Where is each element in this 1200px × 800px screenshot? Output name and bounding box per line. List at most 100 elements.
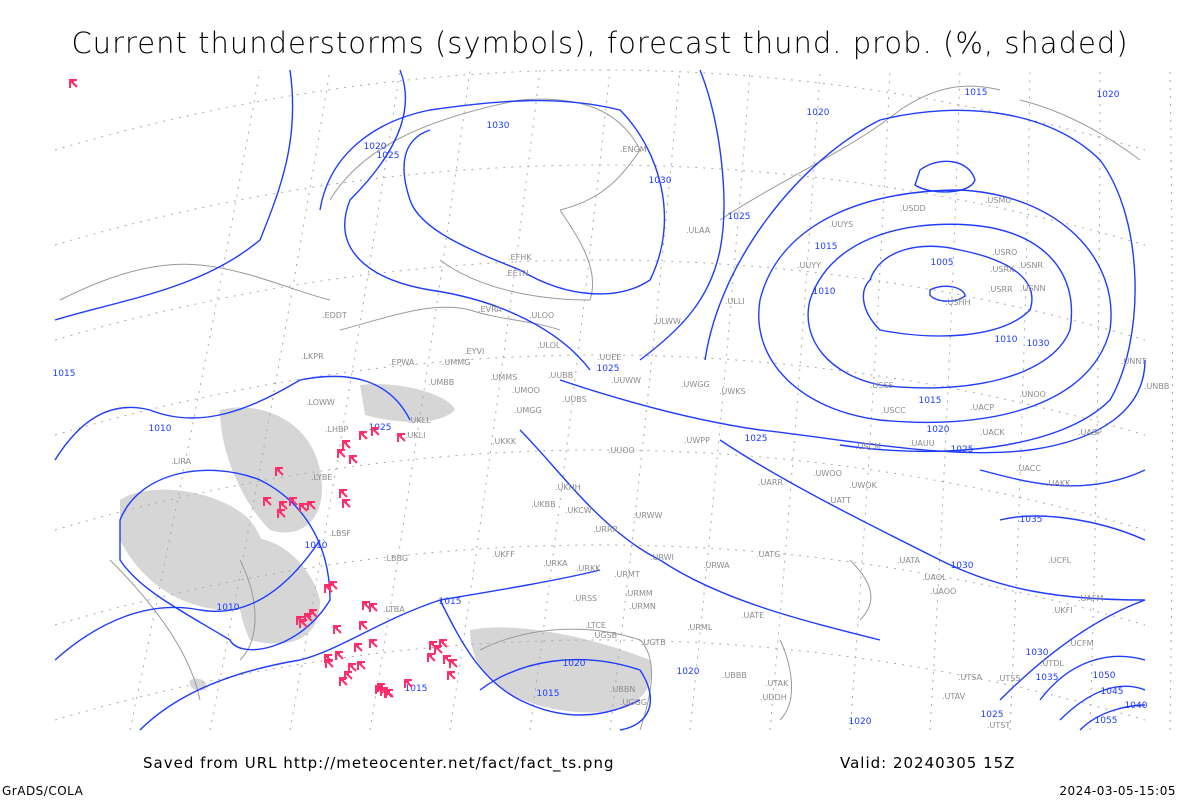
station-label: .ENGM: [620, 145, 647, 154]
thunderstorm-symbol-icon: [337, 449, 346, 458]
thunderstorm-symbol-icon: [449, 659, 458, 668]
station-label: .UGTB: [641, 638, 666, 647]
station-label: .UMMG: [442, 358, 470, 367]
station-label: .UACC: [1016, 464, 1041, 473]
station-label: .UUEE: [597, 353, 621, 362]
thunderstorm-symbol-icon: [371, 427, 380, 436]
coastline: [439, 209, 594, 301]
station-label: .UGSB: [592, 631, 617, 640]
meridian-line: [1169, 69, 1173, 731]
thunderstorm-symbol-icon: [339, 489, 348, 498]
isobar-line: [1039, 655, 1146, 731]
isobar-line: [559, 359, 1146, 454]
station-label: .LIRA: [171, 457, 192, 466]
thunderstorm-symbol-icon: [342, 440, 351, 449]
coastline: [109, 559, 256, 701]
isobar-label: 1020: [677, 667, 700, 677]
station-label: .UTSS: [997, 674, 1020, 683]
thunderstorm-symbol-icon: [325, 659, 334, 668]
station-label: .UTAK: [765, 679, 789, 688]
station-label: .UNOO: [1019, 390, 1046, 399]
isobar-line: [862, 245, 1033, 337]
coastline: [779, 559, 872, 721]
isobar-label: 1040: [1125, 701, 1148, 711]
isobar-label: 1015: [815, 242, 838, 252]
isobar-line: [758, 189, 1112, 424]
station-label: .ULOL: [537, 341, 561, 350]
station-label: .URMT: [614, 570, 640, 579]
station-label: .UAOO: [930, 587, 956, 596]
meridian-line: [129, 69, 261, 731]
isobar-line: [54, 69, 294, 321]
thunderstorm-symbol-icon: [439, 639, 448, 648]
coastline: [59, 263, 331, 301]
isobar-line: [719, 439, 1146, 601]
lat-lon-grid: [54, 69, 1173, 731]
station-label: .UMGG: [514, 406, 542, 415]
thunderstorm-symbol-icon: [329, 581, 338, 590]
thunderstorm-symbol-icon: [357, 661, 366, 670]
station-label: .USRK: [990, 265, 1015, 274]
thunderstorm-symbol-icon: [404, 679, 413, 688]
station-label: .UNBB: [1144, 382, 1169, 391]
station-label: .EDDT: [322, 311, 347, 320]
thunderstorm-symbol-icon: [397, 433, 406, 442]
station-label: .UATT: [828, 496, 851, 505]
isobar-label: 1020: [927, 425, 950, 435]
isobar-label: 1025: [597, 364, 620, 374]
station-label: .UKKK: [492, 437, 517, 446]
station-label: .UKHH: [555, 483, 581, 492]
station-label: .URKK: [576, 564, 601, 573]
station-label: .USDD: [900, 204, 926, 213]
probability-shading-area: [189, 678, 207, 691]
isobar-label: 1025: [951, 445, 974, 455]
station-label: .UARR: [758, 478, 783, 487]
station-label: .ULLI: [725, 297, 745, 306]
station-label: .URML: [687, 623, 713, 632]
station-label: .USCM: [855, 442, 881, 451]
station-label: .UAUU: [909, 439, 935, 448]
isobar-label: 1020: [1097, 90, 1120, 100]
thunderstorm-symbol-icon: [369, 639, 378, 648]
parallel-line: [54, 69, 1146, 151]
parallel-line: [54, 544, 1146, 626]
isobar-line: [914, 160, 976, 193]
station-label: .URWI: [650, 553, 674, 562]
parallel-line: [54, 449, 1146, 531]
isobar-line: [119, 469, 331, 651]
map-title: Current thunderstorms (symbols), forecas…: [71, 26, 1129, 60]
isobar-line: [439, 599, 641, 716]
station-label: .URRR: [593, 525, 619, 534]
station-label: .ULAA: [686, 226, 711, 235]
station-label: .UAFM: [1078, 594, 1103, 603]
station-label: .UTSA: [958, 673, 983, 682]
thunderstorm-symbol-icon: [377, 683, 386, 692]
isobar-label: 1025: [981, 710, 1004, 720]
station-label: .USRO: [992, 248, 1017, 257]
station-labels: .ULAA .UUYS .USDD .USMU .USRO .USRK .USNR .USRR…: [171, 145, 1169, 730]
isobar-label: 1010: [149, 424, 172, 434]
isobar-line: [519, 429, 881, 641]
station-label: .LKPR: [301, 352, 324, 361]
station-label: .UASP: [1078, 428, 1102, 437]
probability-shading-area: [220, 407, 322, 533]
thunderstorm-symbol-icon: [335, 651, 344, 660]
station-label: .UTAV: [942, 692, 966, 701]
isobars: 1015102010201025103010301025102010151010…: [53, 69, 1148, 731]
station-label: .UMBB: [428, 378, 454, 387]
station-label: .LTCE: [585, 621, 606, 630]
isobar-line: [319, 99, 666, 295]
isobar-label: 1050: [1093, 671, 1116, 681]
station-label: .UKBB: [531, 500, 556, 509]
thunderstorm-symbol-icon: [309, 609, 318, 618]
thunderstorm-symbol-icon: [447, 671, 456, 680]
station-label: .UAOL: [922, 573, 947, 582]
station-label: .UACK: [980, 428, 1005, 437]
isobar-label: 1015: [919, 396, 942, 406]
meridian-line: [769, 69, 821, 731]
station-label: .UUWW: [611, 376, 641, 385]
coastline: [1019, 99, 1141, 161]
thunderstorm-symbol-icon: [349, 455, 358, 464]
isobar-line: [929, 285, 966, 302]
